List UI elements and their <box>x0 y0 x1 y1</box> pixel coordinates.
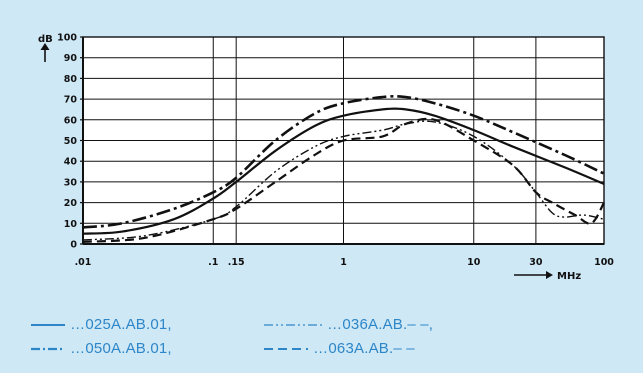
y-axis-label: dB <box>38 34 53 45</box>
legend-row: …050A.AB.01, …063A.AB.– – <box>30 340 550 364</box>
legend-swatch-dash-dot <box>31 347 65 351</box>
y-tick-label-70: 70 <box>64 95 78 106</box>
x-tick-label-1: .1 <box>208 257 218 268</box>
y-tick-label-0: 0 <box>70 240 77 251</box>
x-tick-label-4: 10 <box>467 257 481 268</box>
x-tick-label-5: 30 <box>529 257 543 268</box>
legend-row: …025A.AB.01, …036A.AB.– –, <box>30 316 550 340</box>
x-axis-label: MHz <box>557 271 581 282</box>
series-line-dashed <box>82 117 605 243</box>
y-tick-label-30: 30 <box>64 177 78 188</box>
legend-item-063a: …063A.AB.– – <box>263 340 415 357</box>
y-tick-label-100: 100 <box>57 33 77 44</box>
x-tick-label-2: .15 <box>228 257 245 268</box>
legend-swatch-dashed <box>264 348 308 351</box>
y-axis-arrowhead <box>40 43 50 50</box>
legend-swatch-solid <box>31 324 65 327</box>
y-tick-label-40: 40 <box>64 157 78 168</box>
series-line-solid <box>82 107 605 235</box>
series-line-dash-dot <box>82 94 605 229</box>
legend-swatch-dash-dot-dot <box>264 324 322 326</box>
y-tick-label-90: 90 <box>64 53 78 64</box>
y-tick-label-80: 80 <box>64 74 78 85</box>
legend-label: …063A.AB.– – <box>313 340 415 357</box>
x-tick-label-3: 1 <box>340 257 347 268</box>
legend-label: …025A.AB.01, <box>70 316 172 333</box>
y-tick-label-50: 50 <box>64 136 78 147</box>
x-tick-label-6: 100 <box>594 257 614 268</box>
legend-label: …036A.AB.– –, <box>327 316 434 333</box>
x-tick-label-0: .01 <box>75 257 92 268</box>
axis-labels: dB MHz <box>38 34 581 282</box>
y-tick-label-60: 60 <box>64 115 78 126</box>
legend: …025A.AB.01, …036A.AB.– –, …050A.AB.01, <box>30 316 550 364</box>
axes <box>80 36 605 245</box>
legend-item-050a: …050A.AB.01, <box>30 340 172 357</box>
y-tick-label-10: 10 <box>64 219 78 230</box>
legend-item-025a: …025A.AB.01, <box>30 316 172 333</box>
legend-label: …050A.AB.01, <box>70 340 172 357</box>
tick-labels: 0 10 20 30 40 50 60 70 80 90 100 .01 .1 .15 1 10 30 100 <box>57 33 614 269</box>
legend-item-036a: …036A.AB.– –, <box>263 316 433 333</box>
series-lines <box>82 94 605 243</box>
y-tick-label-20: 20 <box>64 198 78 209</box>
x-axis-arrowhead <box>546 271 553 279</box>
